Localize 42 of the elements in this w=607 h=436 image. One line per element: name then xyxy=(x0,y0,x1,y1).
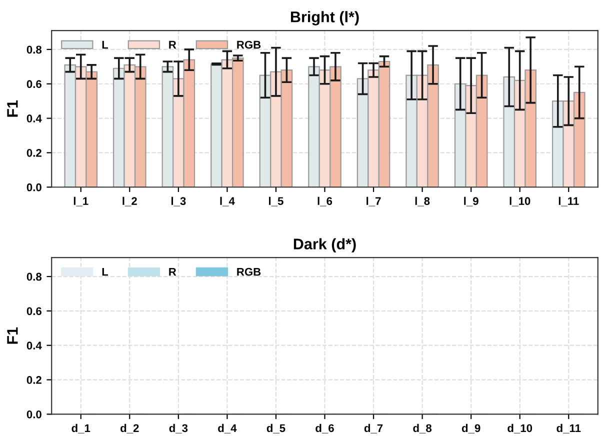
x-tick-label: l_2 xyxy=(122,196,137,206)
x-tick-label: l_6 xyxy=(318,196,332,206)
chart-title: Dark (d*) xyxy=(294,238,356,252)
y-tick-label: 0.8 xyxy=(26,46,42,54)
y-tick-label: 0.4 xyxy=(26,342,42,350)
x-tick-label: d_3 xyxy=(169,424,188,434)
y-tick-label: 0.0 xyxy=(26,183,42,192)
y-tick-label: 0.6 xyxy=(26,307,42,316)
x-tick-label: l_5 xyxy=(269,196,284,206)
y-tick-label: 0.4 xyxy=(26,114,42,122)
x-tick-label: l_11 xyxy=(558,196,579,206)
y-axis-title: F1 xyxy=(7,327,18,344)
legend-label: L xyxy=(102,268,108,276)
x-tick-label: d_10 xyxy=(508,424,532,434)
y-tick-label: 0.2 xyxy=(26,376,42,384)
x-tick-label: d_8 xyxy=(413,424,432,434)
x-tick-label: d_9 xyxy=(462,424,480,434)
y-tick-label: 0.8 xyxy=(26,272,42,281)
y-tick-label: 0.2 xyxy=(26,148,42,157)
x-tick-label: d_5 xyxy=(266,424,286,434)
x-tick-label: d_2 xyxy=(120,424,139,434)
chart-title: Bright (l*) xyxy=(290,11,359,26)
y-tick-label: 0.0 xyxy=(26,410,42,418)
legend-label: RGB xyxy=(237,40,261,49)
x-tick-label: l_3 xyxy=(171,196,186,206)
x-tick-label: d_7 xyxy=(364,424,383,434)
x-tick-label: l_9 xyxy=(464,196,478,206)
y-tick-label: 0.6 xyxy=(26,80,42,88)
x-tick-label: d_1 xyxy=(72,424,90,434)
x-tick-label: d_6 xyxy=(316,424,334,434)
x-tick-label: l_4 xyxy=(220,196,235,206)
legend-label: RGB xyxy=(237,268,261,276)
x-tick-label: l_10 xyxy=(510,196,530,206)
x-tick-label: d_4 xyxy=(218,424,237,434)
legend-label: L xyxy=(102,40,108,49)
legend-label: R xyxy=(169,40,176,49)
y-axis-title: F1 xyxy=(7,100,18,117)
x-tick-label: d_11 xyxy=(556,424,581,434)
x-tick-label: l_1 xyxy=(74,196,88,206)
x-tick-label: l_7 xyxy=(366,196,381,206)
legend-label: R xyxy=(169,268,176,276)
x-tick-label: l_8 xyxy=(415,196,430,206)
